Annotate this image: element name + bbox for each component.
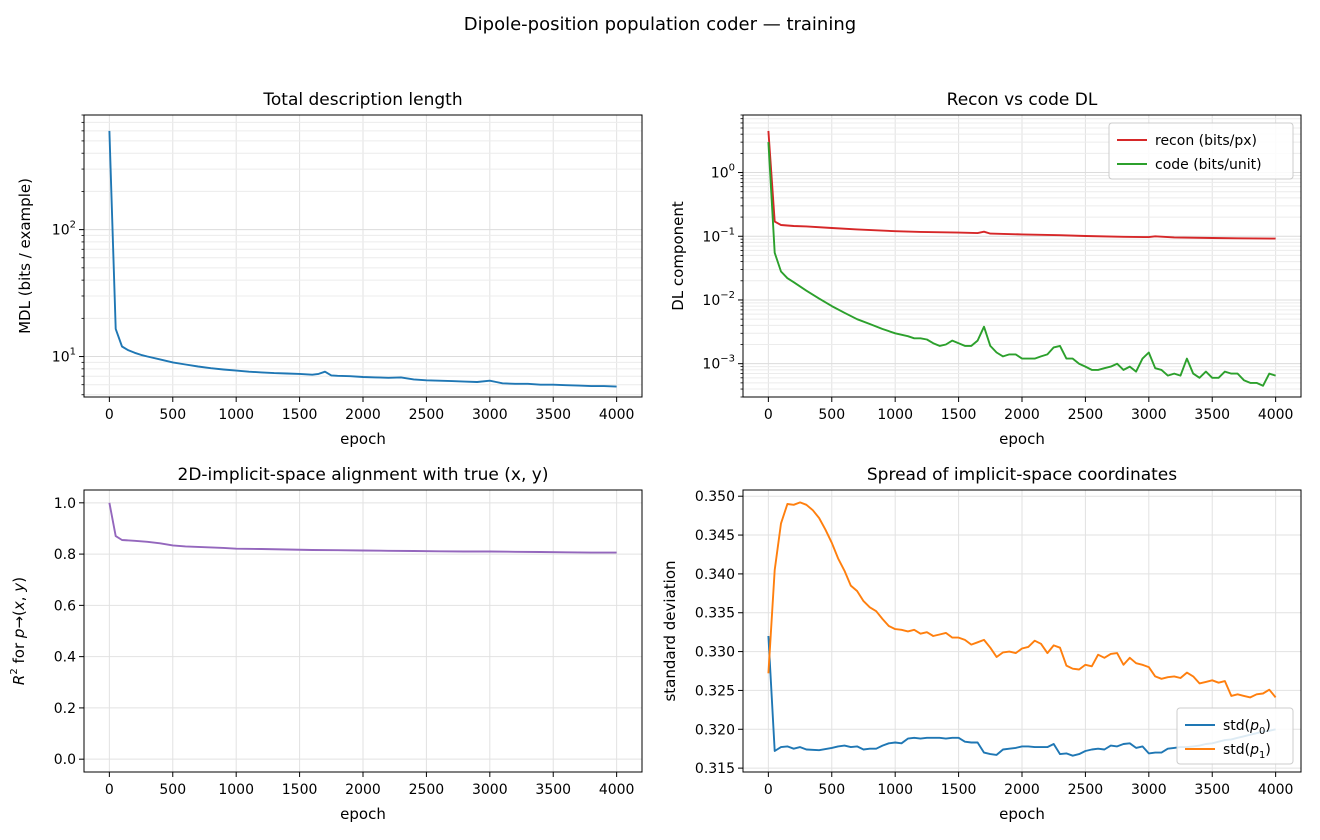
x-tick-label: 0 <box>764 782 773 798</box>
y-tick-label: 0.320 <box>695 722 735 738</box>
legend-box <box>1108 122 1294 180</box>
x-tick-label: 4000 <box>1258 782 1294 798</box>
x-tick-label: 1000 <box>218 782 254 798</box>
x-tick-label: 0 <box>105 407 114 423</box>
x-tick-label: 500 <box>818 782 845 798</box>
grid <box>743 114 1301 398</box>
y-axis-label: MDL (bits / example) <box>16 178 34 334</box>
legend-label: code (bits/unit) <box>1155 157 1262 173</box>
series-line-2 <box>767 501 1277 699</box>
y-tick-label: 0.6 <box>54 598 76 614</box>
x-tick-label: 2000 <box>1004 407 1040 423</box>
legend: std(p0) std(p1) <box>1176 707 1294 765</box>
x-axis-label: epoch <box>999 430 1045 448</box>
y-tick-label: 10−3 <box>702 354 735 373</box>
legend: recon (bits/px) code (bits/unit) <box>1108 122 1294 180</box>
y-tick-label: 102 <box>52 220 76 239</box>
chart-title: 2D-implicit-space alignment with true (x… <box>178 465 549 485</box>
chart-title: Recon vs code DL <box>947 90 1098 110</box>
y-tick-label: 100 <box>711 163 735 182</box>
series-line-1 <box>767 130 1276 240</box>
y-tick-label: 10−2 <box>702 290 735 309</box>
y-tick-label: 10−1 <box>702 226 735 245</box>
x-tick-label: 2500 <box>1068 407 1104 423</box>
y-axis-label: DL component <box>669 201 687 311</box>
chart-title: Total description length <box>262 90 462 110</box>
y-tick-label: 101 <box>52 347 76 366</box>
series-line-1 <box>108 502 617 554</box>
x-tick-label: 1500 <box>282 407 318 423</box>
y-tick-label: 0.350 <box>695 489 735 505</box>
x-axis-label: epoch <box>999 805 1045 823</box>
chart-r2: 0 500 1000 1500 2000 2500 3000 3500 4000 0.0 0.2 0.… <box>9 465 643 823</box>
y-tick-label: 0.345 <box>695 528 735 544</box>
series-line-2 <box>767 142 1276 387</box>
x-tick-label: 500 <box>159 407 186 423</box>
x-axis-label: epoch <box>340 430 386 448</box>
x-tick-label: 500 <box>159 782 186 798</box>
x-axis-label: epoch <box>340 805 386 823</box>
x-tick-label: 1500 <box>941 782 977 798</box>
x-tick-label: 0 <box>105 782 114 798</box>
x-tick-label: 4000 <box>599 407 635 423</box>
y-tick-label: 0.4 <box>54 650 76 666</box>
x-tick-label: 3000 <box>472 782 508 798</box>
x-tick-label: 2000 <box>1004 782 1040 798</box>
y-tick-label: 0.340 <box>695 567 735 583</box>
y-tick-label: 0.335 <box>695 606 735 622</box>
legend-label: std(p1) <box>1223 742 1271 761</box>
figure-title: Dipole-position population coder — train… <box>463 14 857 35</box>
y-tick-label: 0.315 <box>695 761 735 777</box>
x-tick-label: 500 <box>818 407 845 423</box>
x-tick-label: 3000 <box>472 407 508 423</box>
x-tick-label: 3000 <box>1131 782 1167 798</box>
grid <box>84 114 642 397</box>
x-tick-label: 1000 <box>877 407 913 423</box>
x-tick-label: 4000 <box>1258 407 1294 423</box>
x-tick-label: 2500 <box>409 407 445 423</box>
chart-dl: 0 500 1000 1500 2000 2500 3000 3500 4000 100 10−1 1… <box>669 90 1302 448</box>
x-tick-label: 1000 <box>877 782 913 798</box>
x-tick-label: 1500 <box>941 407 977 423</box>
x-tick-label: 2500 <box>409 782 445 798</box>
legend-label: recon (bits/px) <box>1155 133 1257 149</box>
y-tick-label: 0.330 <box>695 645 735 661</box>
series-line-1 <box>108 130 617 388</box>
x-tick-label: 3000 <box>1131 407 1167 423</box>
chart-title: Spread of implicit-space coordinates <box>867 465 1177 485</box>
y-tick-label: 0.2 <box>54 701 76 717</box>
y-tick-label: 0.325 <box>695 683 735 699</box>
x-tick-label: 3500 <box>535 407 571 423</box>
x-tick-label: 4000 <box>599 782 635 798</box>
x-tick-label: 0 <box>764 407 773 423</box>
x-tick-label: 2000 <box>345 407 381 423</box>
chart-spread: 0 500 1000 1500 2000 2500 3000 3500 4000 0.315 0.3… <box>661 465 1302 823</box>
grid <box>84 490 642 772</box>
x-tick-label: 1000 <box>218 407 254 423</box>
x-tick-label: 2000 <box>345 782 381 798</box>
x-tick-label: 1500 <box>282 782 318 798</box>
x-tick-label: 3500 <box>535 782 571 798</box>
y-tick-label: 0.8 <box>54 547 76 563</box>
grid <box>743 490 1301 772</box>
y-tick-label: 1.0 <box>54 496 76 512</box>
x-tick-label: 3500 <box>1194 782 1230 798</box>
x-tick-label: 3500 <box>1194 407 1230 423</box>
y-axis-label: R2 for p→(x, y) <box>9 577 28 685</box>
chart-mdl: 0 500 1000 1500 2000 2500 3000 3500 4000 101 102 To… <box>16 90 643 448</box>
x-tick-label: 2500 <box>1068 782 1104 798</box>
y-axis-label: standard deviation <box>661 560 679 701</box>
y-tick-label: 0.0 <box>54 752 76 768</box>
legend-label: std(p0) <box>1223 718 1271 737</box>
